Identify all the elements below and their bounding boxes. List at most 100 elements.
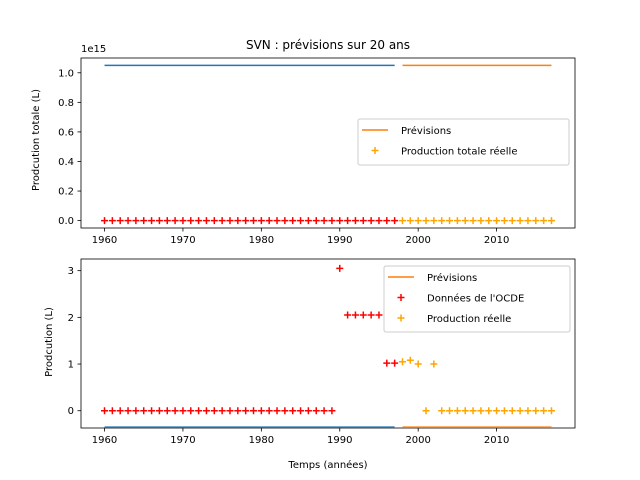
top-x-tick-label: 2000 <box>405 235 430 246</box>
bottom-data-point <box>289 407 297 415</box>
top-x-tick-label: 1980 <box>249 235 274 246</box>
bottom-data-point <box>179 407 187 415</box>
top-data-point <box>351 217 359 225</box>
bottom-data-point <box>383 359 391 367</box>
bottom-legend-label: Production réelle <box>427 313 511 325</box>
bottom-data-point <box>124 407 132 415</box>
top-data-point <box>398 217 406 225</box>
top-data-point <box>438 217 446 225</box>
top-data-point <box>101 217 109 225</box>
bottom-data-point <box>265 407 273 415</box>
top-data-point <box>446 217 454 225</box>
top-data-point <box>163 217 171 225</box>
top-y-tick-label: 1.0 <box>58 68 74 79</box>
top-data-point <box>320 217 328 225</box>
top-data-point <box>477 217 485 225</box>
top-data-point <box>304 217 312 225</box>
top-data-point <box>281 217 289 225</box>
top-data-point <box>265 217 273 225</box>
bottom-data-point <box>297 407 305 415</box>
top-data-point <box>187 217 195 225</box>
top-data-point <box>547 217 555 225</box>
bottom-data-point <box>218 407 226 415</box>
bottom-data-point <box>508 407 516 415</box>
top-data-point <box>367 217 375 225</box>
bottom-chart: 1960 1970 1980 1990 2000 2010 0 1 2 3 Prévisions Do… <box>68 258 576 446</box>
bottom-data-point <box>422 407 430 415</box>
top-legend-label: Production totale réelle <box>401 146 517 158</box>
top-data-point <box>297 217 305 225</box>
bottom-data-point <box>171 407 179 415</box>
top-x-tick-label: 2010 <box>484 235 509 246</box>
top-data-point <box>140 217 148 225</box>
top-legend-marker-handle <box>371 147 379 154</box>
bottom-data-point <box>438 407 446 415</box>
bottom-legend-label: Données de l'OCDE <box>427 293 524 305</box>
bottom-data-point <box>163 407 171 415</box>
bottom-data-point <box>391 359 399 367</box>
bottom-data-point <box>116 407 124 415</box>
bottom-data-point <box>281 407 289 415</box>
bottom-y-tick-label: 0 <box>68 406 74 417</box>
top-data-point <box>273 217 281 225</box>
top-data-point <box>132 217 140 225</box>
bottom-data-point <box>398 358 406 366</box>
top-y-tick-label: 0.8 <box>58 98 74 109</box>
bottom-data-point <box>242 407 250 415</box>
top-data-point <box>226 217 234 225</box>
bottom-data-point <box>312 407 320 415</box>
top-data-point <box>524 217 532 225</box>
top-data-point <box>108 217 116 225</box>
bottom-data-point <box>257 407 265 415</box>
bottom-y-tick-label: 2 <box>68 313 74 324</box>
bottom-legend-marker-handle <box>397 314 405 322</box>
bottom-data-point <box>359 311 367 319</box>
bottom-data-point <box>304 407 312 415</box>
top-data-point <box>453 217 461 225</box>
top-data-point <box>540 217 548 225</box>
bottom-data-point <box>336 264 344 272</box>
bottom-data-point <box>406 356 414 364</box>
bottom-data-point <box>414 360 422 368</box>
bottom-data-point <box>344 311 352 319</box>
top-data-point <box>148 217 156 225</box>
bottom-data-point <box>273 407 281 415</box>
bottom-data-point <box>187 407 195 415</box>
bottom-data-point <box>226 407 234 415</box>
bottom-data-point <box>351 311 359 319</box>
bottom-data-point <box>540 407 548 415</box>
bottom-x-tick-label: 1960 <box>92 435 117 446</box>
top-data-point <box>430 217 438 225</box>
top-data-point <box>312 217 320 225</box>
top-legend <box>357 118 570 166</box>
chart-title: SVN : prévisions sur 20 ans <box>246 38 410 52</box>
top-data-point <box>422 217 430 225</box>
top-legend-label: Prévisions <box>401 125 451 137</box>
bottom-data-point <box>375 311 383 319</box>
bottom-data-point <box>140 407 148 415</box>
bottom-data-point <box>234 407 242 415</box>
top-data-point <box>195 217 203 225</box>
top-data-point <box>414 217 422 225</box>
top-data-point <box>202 217 210 225</box>
bottom-data-point <box>328 407 336 415</box>
top-x-tick-label: 1970 <box>170 235 195 246</box>
bottom-legend-marker-handle <box>397 294 405 301</box>
top-data-point <box>406 217 414 225</box>
top-data-point <box>359 217 367 225</box>
top-data-point <box>179 217 187 225</box>
top-data-point <box>461 217 469 225</box>
top-data-point <box>210 217 218 225</box>
bottom-data-point <box>320 407 328 415</box>
x-axis-label: Temps (années) <box>287 459 367 471</box>
bottom-data-point <box>101 407 109 415</box>
top-data-point <box>485 217 493 225</box>
top-data-point <box>328 217 336 225</box>
bottom-data-point <box>493 407 501 415</box>
bottom-y-tick-label: 3 <box>68 266 74 277</box>
top-data-point <box>289 217 297 225</box>
bottom-x-tick-label: 1990 <box>327 435 352 446</box>
bottom-data-point <box>469 407 477 415</box>
top-x-tick-label: 1960 <box>92 235 117 246</box>
